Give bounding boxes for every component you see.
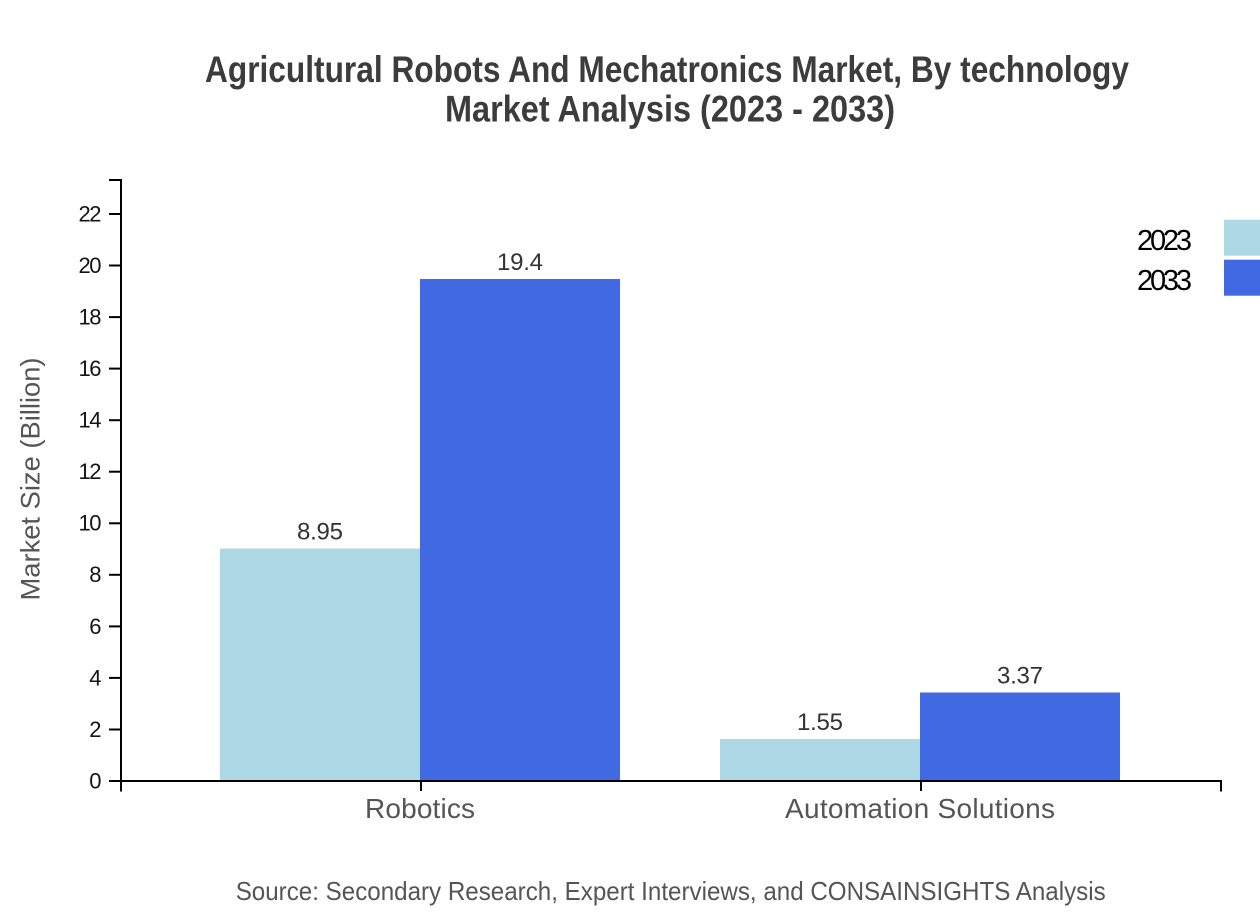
svg-text:Market Analysis (2023 - 2033): Market Analysis (2023 - 2033) (445, 89, 895, 130)
svg-text:8: 8 (89, 562, 101, 587)
svg-text:2023: 2023 (1137, 225, 1192, 257)
svg-text:2: 2 (89, 717, 101, 742)
svg-text:18: 18 (79, 305, 102, 330)
svg-text:Automation Solutions: Automation Solutions (785, 793, 1055, 824)
svg-text:Source: Secondary Research, Ex: Source: Secondary Research, Expert Inter… (236, 876, 1106, 906)
svg-text:8.95: 8.95 (297, 519, 343, 546)
svg-text:16: 16 (79, 356, 102, 381)
svg-text:Agricultural Robots And Mechat: Agricultural Robots And Mechatronics Mar… (205, 49, 1129, 90)
svg-text:1.55: 1.55 (797, 709, 843, 736)
svg-text:Robotics: Robotics (365, 793, 475, 824)
svg-text:3.37: 3.37 (997, 663, 1043, 690)
svg-text:22: 22 (79, 201, 102, 226)
svg-text:20: 20 (79, 253, 102, 278)
svg-text:6: 6 (89, 614, 101, 639)
svg-text:Market Size (Billion): Market Size (Billion) (16, 358, 46, 601)
svg-text:2033: 2033 (1137, 265, 1192, 297)
svg-text:19.4: 19.4 (497, 249, 543, 276)
svg-text:12: 12 (79, 459, 102, 484)
svg-text:10: 10 (79, 511, 102, 536)
svg-text:14: 14 (79, 408, 102, 433)
svg-text:0: 0 (89, 768, 101, 793)
svg-text:4: 4 (89, 665, 101, 690)
